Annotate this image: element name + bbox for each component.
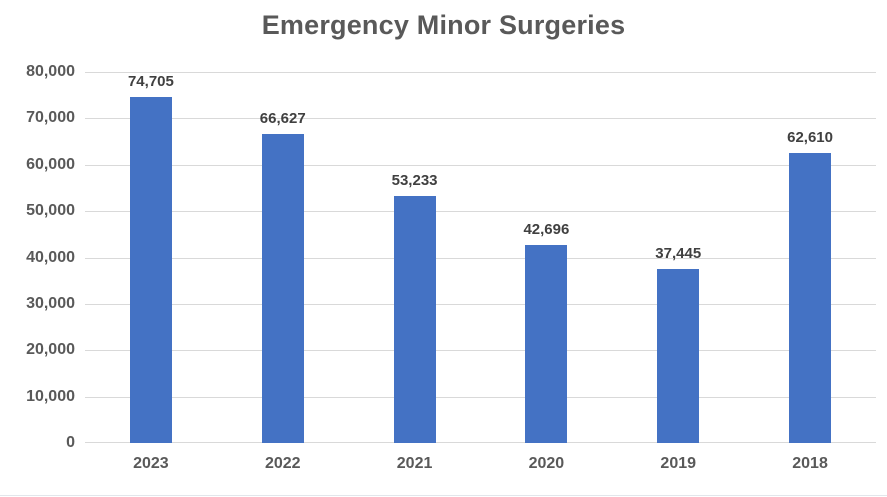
y-tick-label: 20,000 <box>26 341 75 359</box>
gridline <box>85 164 876 166</box>
y-tick-label: 40,000 <box>26 248 75 266</box>
bar-value-label: 53,233 <box>391 172 438 190</box>
y-tick-label: 10,000 <box>26 387 75 405</box>
bar-column: 53,233 <box>349 72 481 443</box>
gridline <box>85 442 876 443</box>
bar-2019 <box>657 269 700 443</box>
chart-title: Emergency Minor Surgeries <box>261 10 626 40</box>
gridline <box>85 211 876 213</box>
bar-series: 74,705 66,627 53,233 42,696 37,445 62,610 <box>85 72 876 443</box>
x-tick-label: 2023 <box>133 455 169 472</box>
gridline <box>85 303 876 305</box>
y-tick-label: 50,000 <box>26 202 75 220</box>
y-tick-label: 30,000 <box>26 294 75 312</box>
bar-column: 42,696 <box>480 72 612 443</box>
bar-column: 66,627 <box>217 72 349 443</box>
gridline <box>85 350 876 352</box>
y-tick-label: 0 <box>66 434 75 451</box>
bar-2021 <box>393 196 436 443</box>
y-axis: 0 10,000 20,000 30,000 40,000 50,000 60,000 70,… <box>0 64 75 451</box>
x-tick-label: 2018 <box>792 455 828 472</box>
bar-value-label: 42,696 <box>523 221 570 238</box>
x-tick-label: 2019 <box>660 455 697 472</box>
bottom-rule <box>0 495 887 496</box>
bar-column: 37,445 <box>612 72 744 443</box>
bar-value-label: 74,705 <box>127 72 174 90</box>
x-tick-label: 2021 <box>396 455 433 472</box>
bar-2022 <box>261 134 304 443</box>
bar-value-label: 66,627 <box>259 110 306 128</box>
x-axis: 2023 2022 2021 2020 2019 2018 <box>85 456 876 472</box>
bar-column: 62,610 <box>744 72 876 443</box>
bar-column: 74,705 <box>85 72 217 443</box>
bar-2018 <box>789 152 832 443</box>
gridline <box>85 72 876 73</box>
y-tick-label: 80,000 <box>26 63 75 80</box>
gridline <box>85 396 876 398</box>
x-tick-label: 2020 <box>528 455 565 472</box>
gridline <box>85 257 876 259</box>
bar-value-label: 62,610 <box>787 128 833 146</box>
y-tick-label: 70,000 <box>26 109 75 127</box>
x-tick-label: 2022 <box>264 455 301 472</box>
y-tick-label: 60,000 <box>26 155 75 173</box>
gridline <box>85 118 876 120</box>
plot-area: 74,705 66,627 53,233 42,696 37,445 62,610 <box>85 72 876 443</box>
bar-2020 <box>525 245 568 443</box>
bar-value-label: 37,445 <box>655 245 702 263</box>
bar-2023 <box>129 96 172 443</box>
